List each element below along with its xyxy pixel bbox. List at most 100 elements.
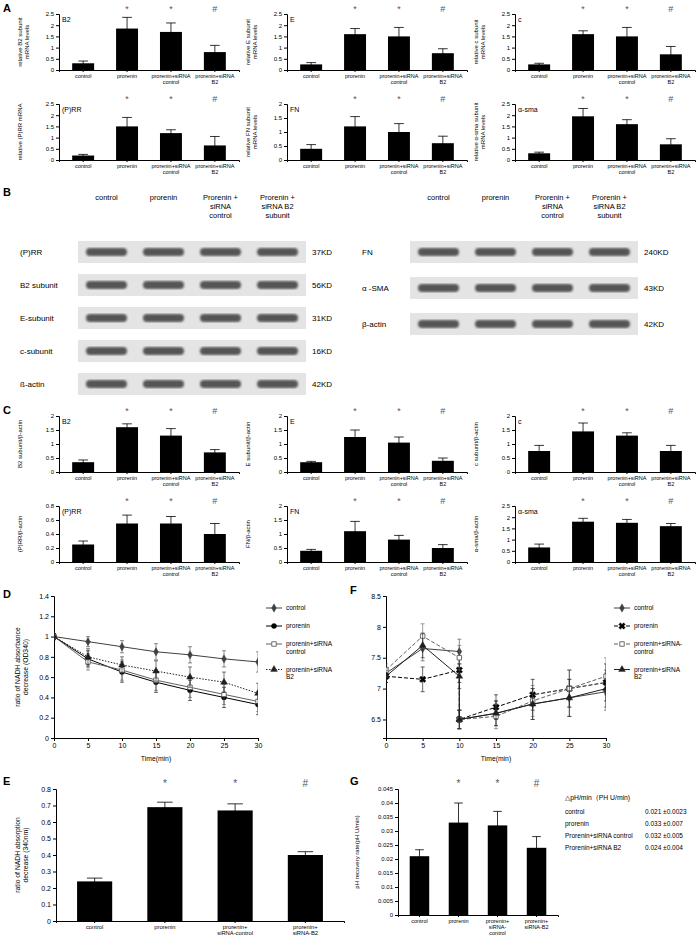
error-bar — [210, 136, 220, 154]
blot-band — [257, 248, 298, 256]
x-axis-tick-label: control — [531, 475, 548, 481]
y-axis-tick: 0.8 — [41, 786, 56, 793]
error-bar-cap — [604, 670, 606, 671]
text-line: mRNA levels — [252, 25, 258, 59]
x-axis-tick-mark — [496, 738, 497, 741]
y-axis-title: α-sma/β-actin — [473, 516, 479, 553]
y-axis-tick-label: 1.4 — [39, 593, 49, 600]
y-axis-tick-mark — [512, 458, 515, 459]
bar-chart: 00.511.52controlproreninprorenin+siRNAco… — [245, 406, 468, 487]
y-axis-tick: 7.5 — [371, 654, 386, 661]
table-cell: 0.021 ±0.0023 — [645, 808, 687, 815]
error-bar — [227, 804, 242, 817]
bar — [616, 523, 638, 562]
table-cell: Prorenin+siRNA B2 — [565, 844, 622, 851]
error-bar-stem — [214, 450, 215, 456]
x-axis-tick: prorenin — [573, 472, 593, 481]
y-axis-tick-mark — [512, 430, 515, 431]
error-bar-cap — [86, 636, 90, 637]
y-axis-tick-mark — [512, 126, 515, 127]
y-axis-tick-label: 2 — [507, 515, 511, 521]
bar-chart: 00.511.522.5controlproreninprorenin+siRN… — [17, 94, 240, 175]
error-bar-stem — [355, 521, 356, 541]
error-bar-cap — [578, 423, 588, 424]
error-bar — [306, 63, 316, 67]
error-bar — [87, 878, 102, 885]
error-bar-cap — [350, 116, 360, 117]
y-axis-tick-mark — [284, 534, 287, 535]
legend-marker — [272, 642, 276, 646]
bar-chart: 00.511.52controlproreninprorenin+siRNAco… — [17, 406, 240, 487]
error-bar-cap — [154, 681, 158, 682]
blot-strip — [78, 274, 306, 296]
x-axis-tick-label: prorenin — [345, 565, 365, 571]
y-axis-tick: 0 — [507, 469, 515, 475]
bar-chart: 00.511.52controlproreninprorenin+siRNAco… — [473, 406, 696, 487]
error-bar-stem — [235, 804, 236, 817]
x-axis-tick: prorenin+siRNAB2 — [651, 160, 690, 175]
marker — [529, 700, 536, 706]
bar — [572, 522, 594, 562]
x-axis-tick: prorenin+siRNAcontrol — [379, 70, 418, 85]
error-bar-cap — [567, 670, 571, 671]
x-axis-tick: prorenin — [117, 472, 137, 481]
text-line: siRNA-B2 — [524, 924, 548, 930]
error-bar-cap — [210, 45, 220, 46]
y-axis-tick: 0 — [51, 157, 59, 163]
y-axis-tick: 0.7 — [41, 802, 56, 809]
y-axis-tick-label: 1 — [507, 45, 511, 51]
y-axis-line — [383, 597, 387, 739]
legend-marker — [620, 604, 625, 612]
significance-mark: * — [625, 4, 629, 14]
error-bar-cap — [188, 662, 192, 663]
x-axis-line — [387, 739, 607, 742]
marker — [154, 648, 159, 656]
error-bar-cap — [78, 61, 88, 62]
y-axis-tick-label: 0.5 — [274, 143, 283, 149]
error-bar-cap — [531, 685, 535, 686]
x-axis: controlproreninprorenin+siRNAcontrolpror… — [516, 562, 696, 577]
y-axis-tick-label: 1 — [279, 531, 283, 537]
text-line: control — [619, 571, 636, 577]
chart-title: E — [290, 16, 295, 23]
y-axis-tick-mark — [56, 444, 59, 445]
text-line: control — [619, 481, 636, 487]
y-axis-tick-label: 1.5 — [274, 34, 283, 40]
y-axis-tick-label: 1 — [45, 633, 49, 640]
y-axis-tick-mark — [56, 534, 59, 535]
y-axis-tick-mark — [53, 822, 56, 823]
y-axis-tick: 0.035 — [378, 814, 398, 820]
x-axis-tick: prorenin — [117, 562, 137, 571]
x-axis-tick: control — [86, 921, 103, 930]
blot-size-label: 240KD — [644, 248, 669, 257]
text-line: prorenin — [448, 918, 468, 924]
error-bar — [78, 541, 88, 548]
x-axis-tick-label: 15 — [153, 742, 161, 749]
y-axis-tick: 0.2 — [46, 545, 59, 551]
y-axis-tick-mark — [56, 149, 59, 150]
error-bar-cap — [54, 639, 56, 640]
error-bar — [298, 852, 313, 859]
error-bar — [210, 450, 220, 456]
marker — [153, 667, 160, 673]
error-bar — [532, 837, 541, 859]
marker — [456, 672, 463, 678]
x-axis-tick-mark — [311, 472, 312, 474]
blot-column-label: control — [95, 193, 118, 202]
y-axis-tick-mark — [512, 528, 515, 529]
error-bar-cap — [78, 154, 88, 155]
text-line: control — [489, 930, 506, 936]
x-axis-tick-mark — [398, 562, 399, 564]
bar — [660, 526, 682, 562]
y-axis-tick: 1 — [507, 441, 515, 447]
error-bar-cap — [78, 459, 88, 460]
bar — [116, 427, 138, 472]
blot-band — [257, 314, 298, 322]
y-axis-tick-mark — [512, 104, 515, 105]
blot-size-label: 16KD — [312, 347, 332, 356]
text-line: prorenin — [482, 193, 510, 202]
x-axis-tick: prorenin+siRNA-control — [486, 915, 509, 936]
y-axis-tick-label: 0 — [51, 67, 55, 73]
y-axis-tick: 2 — [507, 515, 515, 521]
error-bar-cap — [421, 633, 425, 634]
